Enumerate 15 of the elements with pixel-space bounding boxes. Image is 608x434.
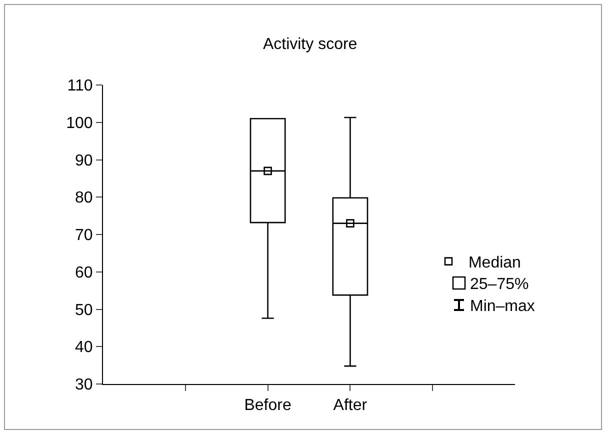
x-tick-label: Before <box>244 397 292 414</box>
y-tick-label: 80 <box>75 190 93 207</box>
annotation: 25–75% <box>470 276 529 294</box>
x-tick-label: After <box>333 397 368 414</box>
y-tick-label: 50 <box>75 302 93 319</box>
y-tick-label: 30 <box>75 376 93 394</box>
y-tick-label: 40 <box>75 339 93 356</box>
y-tick-label: 100 <box>66 114 93 132</box>
chart-title: Activity score <box>262 36 358 53</box>
y-tick-label: 110 <box>67 78 93 95</box>
annotation: Min–max <box>470 298 535 316</box>
y-tick-label: 60 <box>75 264 93 282</box>
y-tick-label: 90 <box>75 152 93 170</box>
y-tick-label: 70 <box>75 227 93 244</box>
legend-label: Median <box>468 254 521 272</box>
